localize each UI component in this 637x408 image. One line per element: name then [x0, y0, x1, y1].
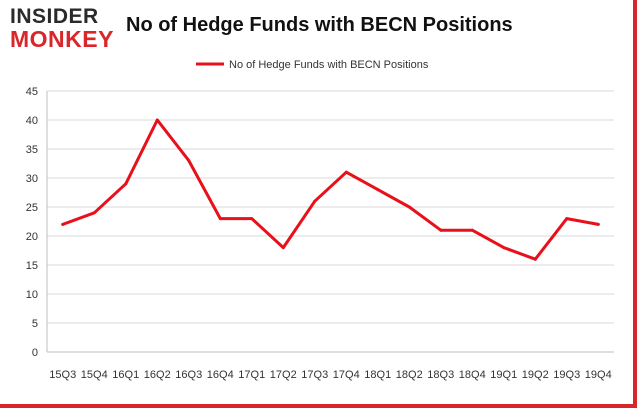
data-point	[281, 246, 285, 250]
x-tick-label: 18Q4	[459, 369, 486, 381]
x-tick-label: 19Q4	[585, 369, 612, 381]
data-point	[376, 188, 380, 192]
y-tick-label: 30	[26, 173, 38, 185]
series-layer	[61, 118, 600, 261]
legend-label: No of Hedge Funds with BECN Positions	[229, 59, 429, 71]
data-point	[344, 170, 348, 174]
data-point	[155, 118, 159, 122]
x-tick-label: 16Q4	[207, 369, 234, 381]
data-point	[92, 211, 96, 215]
y-tick-label: 15	[26, 260, 38, 272]
data-point	[407, 205, 411, 209]
insider-monkey-logo: INSIDER MONKEY	[10, 6, 122, 54]
y-tick-label: 0	[32, 347, 38, 359]
x-tick-label: 16Q1	[112, 369, 139, 381]
data-point	[313, 199, 317, 203]
x-tick-label: 16Q3	[175, 369, 202, 381]
data-point	[596, 222, 600, 226]
x-tick-label: 19Q3	[553, 369, 580, 381]
x-tick-label: 17Q3	[301, 369, 328, 381]
x-tick-label: 17Q1	[238, 369, 265, 381]
x-tick-label: 17Q4	[333, 369, 360, 381]
series-line	[61, 118, 600, 261]
data-point	[124, 182, 128, 186]
x-tick-label: 16Q2	[144, 369, 171, 381]
axes	[46, 91, 614, 353]
x-tick-label: 15Q3	[49, 369, 76, 381]
y-tick-label: 45	[26, 86, 38, 98]
logo-line-2: MONKEY	[10, 26, 114, 52]
data-point	[470, 228, 474, 232]
x-tick-label: 15Q4	[81, 369, 108, 381]
data-point	[187, 159, 191, 163]
x-tick-label: 18Q1	[364, 369, 391, 381]
x-tick-label: 18Q2	[396, 369, 423, 381]
legend: No of Hedge Funds with BECN Positions	[196, 59, 429, 71]
x-tick-label: 19Q1	[490, 369, 517, 381]
x-tick-label: 18Q3	[427, 369, 454, 381]
data-point	[502, 246, 506, 250]
x-tick-label: 17Q2	[270, 369, 297, 381]
data-point	[61, 222, 65, 226]
x-tick-label: 19Q2	[522, 369, 549, 381]
gridlines	[47, 90, 614, 324]
data-point	[218, 217, 222, 221]
data-point	[533, 257, 537, 261]
logo-line-1: INSIDER	[10, 5, 99, 28]
y-tick-labels: 0 5 10 15 20 25 30 35 40 45	[26, 86, 38, 359]
y-tick-label: 20	[26, 231, 38, 243]
y-tick-label: 25	[26, 202, 38, 214]
data-point	[250, 217, 254, 221]
y-tick-label: 5	[32, 318, 38, 330]
y-tick-label: 10	[26, 289, 38, 301]
data-point	[565, 217, 569, 221]
y-tick-label: 40	[26, 115, 38, 127]
chart-title: No of Hedge Funds with BECN Positions	[126, 14, 513, 36]
x-tick-labels: 15Q3 15Q4 16Q1 16Q2 16Q3 16Q4 17Q1 17Q2 17Q3 17Q4…	[49, 369, 611, 381]
y-tick-label: 35	[26, 144, 38, 156]
data-point	[439, 228, 443, 232]
